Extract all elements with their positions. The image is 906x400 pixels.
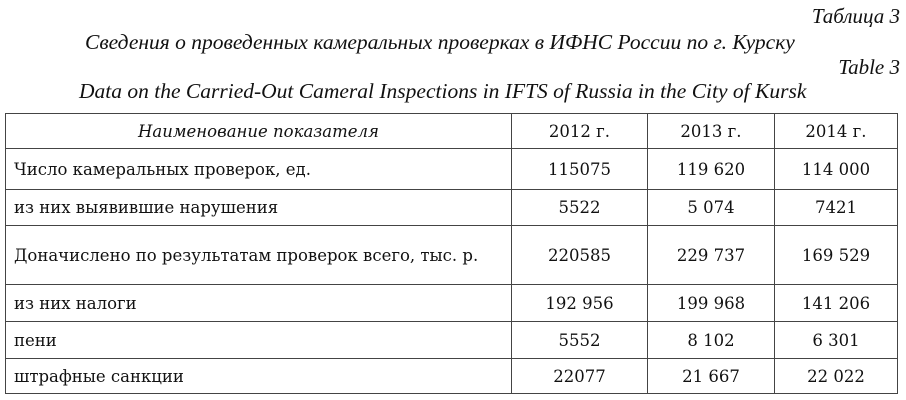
value-2012: 22077: [511, 358, 648, 394]
value-2012: 220585: [511, 225, 648, 285]
row-label: Число камеральных проверок, ед.: [5, 148, 512, 190]
data-table: Наименование показателя 2012 г. 2013 г. …: [5, 113, 898, 394]
row-label: штрафные санкции: [5, 358, 512, 394]
value-2012: 192 956: [511, 284, 648, 322]
value-2014: 6 301: [774, 321, 898, 359]
header-2012: 2012 г.: [511, 113, 648, 149]
header-indicator: Наименование показателя: [5, 113, 512, 149]
header-2014: 2014 г.: [774, 113, 898, 149]
value-2012: 115075: [511, 148, 648, 190]
value-2013: 21 667: [647, 358, 775, 394]
value-2014: 22 022: [774, 358, 898, 394]
value-2012: 5522: [511, 189, 648, 226]
value-2014: 169 529: [774, 225, 898, 285]
value-2014: 114 000: [774, 148, 898, 190]
table-row: штрафные санкции 22077 21 667 22 022: [5, 358, 898, 394]
value-2013: 8 102: [647, 321, 775, 359]
table-row: пени 5552 8 102 6 301: [5, 321, 898, 359]
row-label: Доначислено по результатам проверок всег…: [5, 225, 512, 285]
value-2013: 199 968: [647, 284, 775, 322]
row-label: из них выявившие нарушения: [5, 189, 512, 226]
table-row: Число камеральных проверок, ед. 115075 119…: [5, 148, 898, 190]
row-label: из них налоги: [5, 284, 512, 322]
table-row: из них налоги 192 956 199 968 141 206: [5, 284, 898, 322]
value-2013: 229 737: [647, 225, 775, 285]
table-title-en: Data on the Carried-Out Cameral Inspecti…: [79, 79, 807, 103]
table-label-ru: Таблица 3: [811, 4, 900, 28]
value-2014: 141 206: [774, 284, 898, 322]
value-2013: 5 074: [647, 189, 775, 226]
header-row: Наименование показателя 2012 г. 2013 г. …: [5, 113, 898, 149]
header-2013: 2013 г.: [647, 113, 775, 149]
value-2013: 119 620: [647, 148, 775, 190]
value-2014: 7421: [774, 189, 898, 226]
table-row: Доначислено по результатам проверок всег…: [5, 225, 898, 285]
row-label: пени: [5, 321, 512, 359]
table-row: из них выявившие нарушения 5522 5 074 7421: [5, 189, 898, 226]
table-title-ru: Сведения о проведенных камеральных прове…: [85, 30, 795, 54]
value-2012: 5552: [511, 321, 648, 359]
table-label-en: Table 3: [838, 55, 900, 79]
